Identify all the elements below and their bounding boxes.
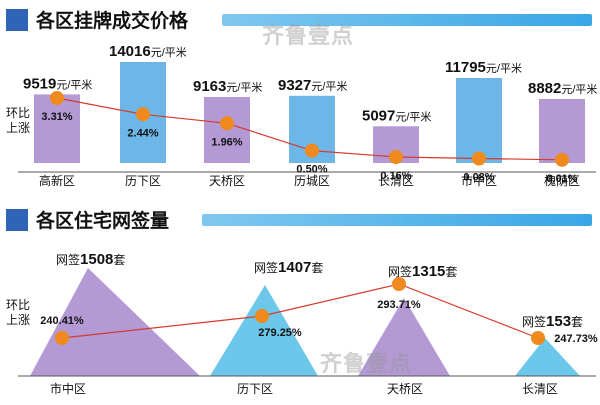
value-label: 14016元/平米	[109, 43, 187, 60]
bar-槐荫区	[539, 98, 585, 163]
growth-label: 240.41%	[40, 315, 84, 327]
category-label: 历下区	[125, 174, 161, 188]
growth-label: 1.96%	[211, 136, 242, 148]
category-label: 历城区	[294, 174, 330, 188]
growth-point	[305, 143, 319, 158]
category-label: 长清区	[378, 174, 414, 188]
line-series-label-signing: 环比 上涨	[6, 298, 30, 328]
value-label: 11795元/平米	[445, 59, 522, 76]
growth-line	[61, 283, 539, 339]
value-label: 网签1508套	[56, 251, 125, 268]
growth-label: 0.50%	[296, 164, 327, 176]
section-header-price: 各区挂牌成交价格	[6, 6, 596, 32]
growth-point	[220, 116, 234, 131]
growth-point	[472, 151, 486, 166]
watermark-bottom: 齐鲁壹点	[320, 352, 413, 377]
category-label: 槐荫区	[544, 173, 580, 188]
category-label: 高新区	[39, 173, 75, 188]
growth-point	[55, 331, 69, 345]
growth-point	[136, 107, 150, 122]
growth-label: 247.73%	[554, 333, 598, 345]
category-label: 市中区	[461, 173, 497, 188]
section-marker	[6, 9, 28, 31]
title-stripe	[222, 14, 592, 26]
growth-point	[392, 277, 406, 291]
bar-高新区	[34, 94, 80, 163]
line-series-label-price: 环比 上涨	[6, 106, 30, 136]
chart-title-signing: 各区住宅网签量	[36, 210, 170, 232]
category-label: 天桥区	[387, 382, 423, 396]
category-label: 长清区	[522, 382, 558, 396]
category-label: 历下区	[237, 382, 273, 396]
triangle-历下区	[210, 285, 318, 376]
value-label: 9519元/平米	[23, 75, 92, 92]
category-label: 天桥区	[209, 174, 245, 188]
growth-point	[555, 152, 569, 167]
value-label: 网签1407套	[254, 259, 323, 276]
line-label-line2: 上涨	[6, 121, 31, 135]
growth-label: 2.44%	[127, 127, 158, 139]
line-label-line2: 上涨	[6, 313, 31, 327]
line-label-line1: 环比	[6, 106, 31, 120]
value-label: 8882元/平米	[528, 80, 597, 97]
value-label: 网签1315套	[388, 263, 457, 280]
growth-label: 0.08%	[463, 172, 494, 184]
line-label-line1: 环比	[6, 298, 31, 312]
title-stripe	[202, 214, 592, 226]
section-header-signing: 各区住宅网签量	[6, 206, 596, 232]
growth-label: 293.71%	[377, 299, 421, 311]
value-label: 网签153套	[522, 313, 583, 330]
growth-point	[255, 309, 269, 323]
growth-point	[50, 91, 64, 105]
triangle-天桥区	[358, 298, 450, 376]
growth-label: 0.16%	[380, 170, 411, 182]
growth-label: 0.01%	[546, 173, 577, 185]
growth-label: 3.31%	[41, 111, 72, 123]
growth-point	[389, 150, 403, 165]
section-marker	[6, 209, 28, 231]
growth-point	[531, 331, 545, 345]
value-label: 5097元/平米	[362, 107, 431, 124]
value-label: 9163元/平米	[193, 78, 262, 95]
value-label: 9327元/平米	[278, 77, 347, 94]
bar-市中区	[456, 78, 502, 163]
triangle-市中区	[30, 268, 200, 376]
watermark-top: 齐鲁壹点	[262, 24, 355, 49]
category-label: 市中区	[50, 381, 86, 396]
growth-label: 279.25%	[258, 327, 302, 339]
triangle-长清区	[515, 338, 580, 376]
chart-title-price: 各区挂牌成交价格	[36, 10, 189, 32]
